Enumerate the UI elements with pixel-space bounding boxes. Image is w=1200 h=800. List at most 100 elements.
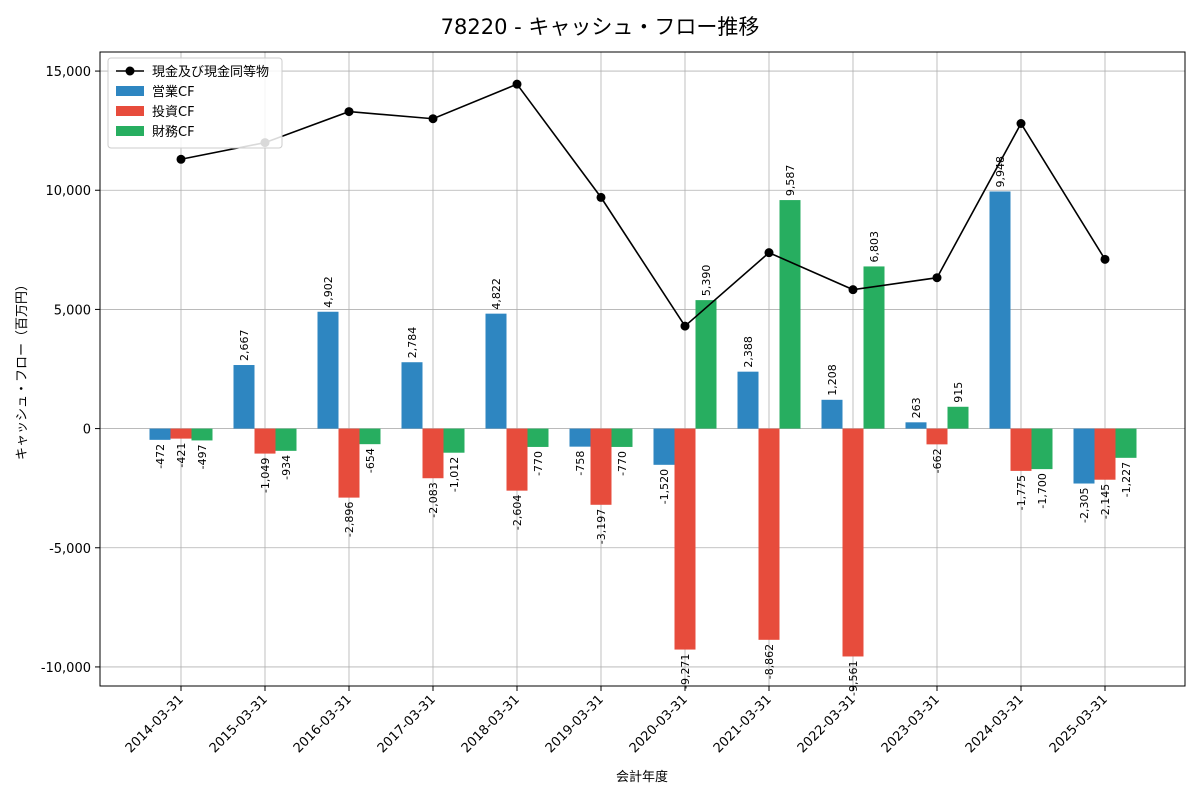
cash-point-2018-03-31: [512, 79, 522, 89]
cash-point-2014-03-31: [176, 154, 186, 164]
cash-point-2016-03-31: [344, 107, 354, 117]
bar-営業CF-2022-03-31: [821, 399, 843, 429]
y-tick-label: 5,000: [54, 303, 91, 318]
x-tick-label: 2019-03-31: [543, 692, 607, 756]
bar-営業CF-2016-03-31: [317, 311, 339, 429]
bar-data-label: -934: [280, 455, 293, 480]
chart-title: 78220 - キャッシュ・フロー推移: [441, 15, 760, 39]
cash-point-2021-03-31: [764, 248, 774, 258]
bar-投資CF-2023-03-31: [926, 428, 948, 445]
bar-投資CF-2019-03-31: [590, 428, 612, 505]
y-tick-label: 0: [83, 423, 91, 438]
legend-bar-swatch: [116, 126, 144, 136]
x-tick-label: 2014-03-31: [123, 692, 187, 756]
legend-label: 投資CF: [152, 104, 195, 120]
bar-財務CF-2019-03-31: [611, 428, 633, 447]
bar-財務CF-2018-03-31: [527, 428, 549, 447]
bar-data-label: 4,902: [322, 276, 335, 308]
cash-point-2025-03-31: [1100, 254, 1110, 264]
y-tick-label: 10,000: [46, 184, 92, 199]
bar-data-label: -9,561: [847, 660, 860, 695]
legend-box: [107, 57, 283, 149]
bar-data-label: 1,208: [826, 364, 839, 396]
bar-営業CF-2019-03-31: [569, 428, 591, 447]
bar-財務CF-2025-03-31: [1115, 428, 1137, 458]
bar-data-label: -1,012: [448, 457, 461, 492]
bar-営業CF-2017-03-31: [401, 362, 423, 429]
bar-営業CF-2025-03-31: [1073, 428, 1095, 484]
bar-営業CF-2018-03-31: [485, 313, 507, 429]
x-tick-label: 2016-03-31: [291, 692, 355, 756]
bar-data-label: -770: [616, 451, 629, 476]
bar-財務CF-2015-03-31: [275, 428, 297, 451]
bar-data-label: -1,520: [658, 469, 671, 504]
bar-営業CF-2015-03-31: [233, 365, 255, 429]
bar-data-label: -770: [532, 451, 545, 476]
cash-point-2017-03-31: [428, 114, 438, 124]
bar-財務CF-2016-03-31: [359, 428, 381, 445]
bar-財務CF-2021-03-31: [779, 200, 801, 429]
bar-営業CF-2020-03-31: [653, 428, 675, 465]
bar-data-label: -9,271: [679, 654, 692, 689]
bar-投資CF-2014-03-31: [170, 428, 192, 439]
bar-data-label: -2,083: [427, 482, 440, 517]
cash-point-2024-03-31: [1016, 119, 1026, 129]
bar-財務CF-2014-03-31: [191, 428, 213, 441]
cash-line: [180, 83, 1106, 328]
x-tick-label: 2025-03-31: [1047, 692, 1111, 756]
cash-point-2023-03-31: [932, 273, 942, 283]
cash-point-2019-03-31: [596, 192, 606, 202]
x-tick-label: 2024-03-31: [963, 692, 1027, 756]
x-tick-label: 2020-03-31: [627, 692, 691, 756]
bar-data-label: 4,822: [490, 278, 503, 310]
bar-data-label: -662: [931, 448, 944, 473]
bar-data-label: 915: [952, 382, 965, 403]
x-tick-label: 2018-03-31: [459, 692, 523, 756]
bar-営業CF-2021-03-31: [737, 371, 759, 429]
bar-data-label: 5,390: [700, 265, 713, 297]
bar-投資CF-2021-03-31: [758, 428, 780, 640]
bar-data-label: 2,667: [238, 330, 251, 362]
bar-data-label: -3,197: [595, 509, 608, 544]
bar-data-label: -2,604: [511, 495, 524, 530]
y-tick-label: -5,000: [49, 542, 91, 557]
bar-data-label: -2,145: [1099, 484, 1112, 519]
legend-bar-swatch: [116, 106, 144, 116]
cash-point-2020-03-31: [680, 321, 690, 331]
bar-投資CF-2022-03-31: [842, 428, 864, 657]
bar-data-label: 6,803: [868, 231, 881, 263]
bar-data-label: 2,388: [742, 336, 755, 368]
bar-営業CF-2024-03-31: [989, 191, 1011, 429]
bar-data-label: -1,049: [259, 458, 272, 493]
bar-投資CF-2017-03-31: [422, 428, 444, 479]
bar-財務CF-2022-03-31: [863, 266, 885, 429]
bar-data-label: -2,896: [343, 502, 356, 537]
x-tick-label: 2017-03-31: [375, 692, 439, 756]
y-tick-label: 15,000: [46, 65, 92, 80]
bars-layer: [149, 191, 1137, 657]
bar-投資CF-2016-03-31: [338, 428, 360, 498]
x-tick-label: 2022-03-31: [795, 692, 859, 756]
plot-frame: [99, 51, 1186, 687]
legend-marker: [125, 66, 135, 76]
bar-data-label: -2,305: [1078, 488, 1091, 523]
bar-data-label: 9,948: [994, 156, 1007, 188]
y-axis-label: キャッシュ・フロー（百万円）: [15, 278, 30, 460]
bar-営業CF-2014-03-31: [149, 428, 171, 440]
bar-data-label: 2,784: [406, 327, 419, 359]
cash-point-2022-03-31: [848, 285, 858, 295]
bar-投資CF-2015-03-31: [254, 428, 276, 454]
bar-営業CF-2023-03-31: [905, 422, 927, 429]
bar-投資CF-2020-03-31: [674, 428, 696, 650]
bar-data-label: -1,700: [1036, 473, 1049, 508]
bar-data-label: -1,775: [1015, 475, 1028, 510]
bar-data-label: -472: [154, 444, 167, 469]
bar-data-label: 263: [910, 397, 923, 418]
y-tick-label: -10,000: [41, 661, 91, 676]
legend-label: 財務CF: [152, 125, 195, 140]
bar-投資CF-2025-03-31: [1094, 428, 1116, 480]
bar-data-label: -1,227: [1120, 462, 1133, 497]
legend-label: 現金及び現金同等物: [152, 64, 269, 80]
bar-財務CF-2023-03-31: [947, 406, 969, 429]
